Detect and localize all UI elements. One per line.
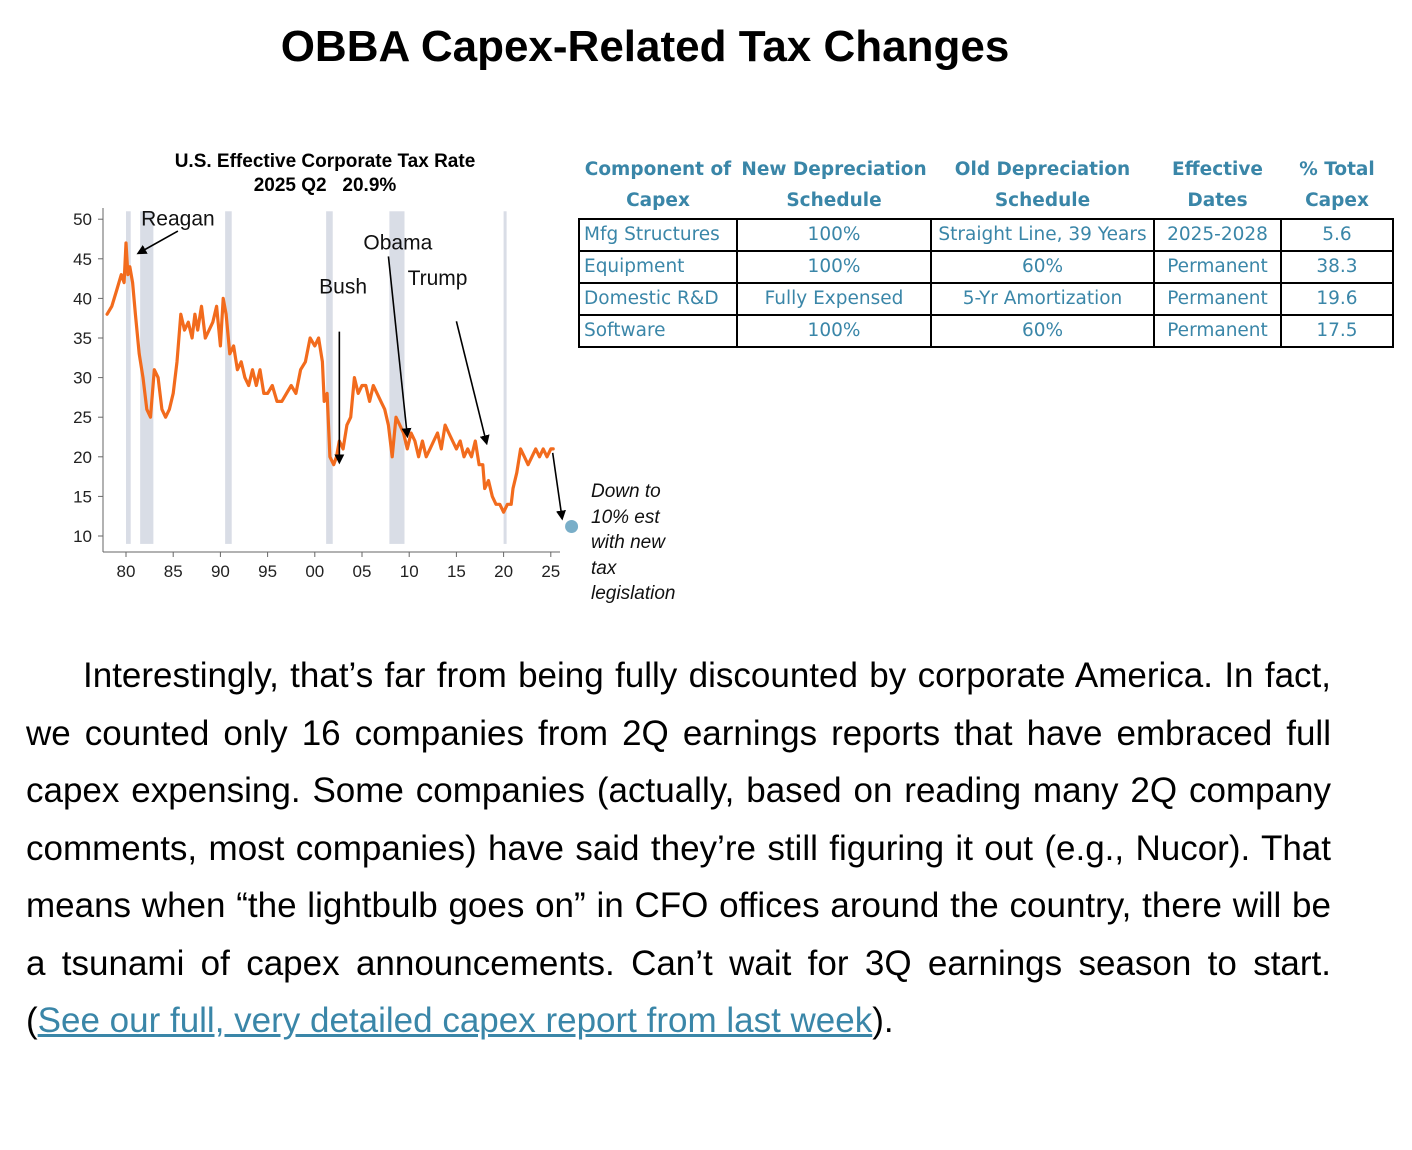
table-header-row: Component of Capex New Depreciation Schedu… <box>579 152 1393 219</box>
table-row: Mfg Structures 100% Straight Line, 39 Ye… <box>578 218 1394 252</box>
annotation-label-reagan: Reagan <box>141 208 215 231</box>
chart-title: U.S. Effective Corporate Tax Rate <box>175 151 476 172</box>
note-line-2: 10% est <box>591 507 660 528</box>
note-line-4: tax <box>591 558 618 579</box>
recession-band-3 <box>225 211 232 544</box>
x-tick-label: 25 <box>541 562 560 581</box>
table-cell: Permanent <box>1153 250 1282 284</box>
table-cell: Mfg Structures <box>578 218 738 252</box>
x-tick-label: 80 <box>117 562 136 581</box>
annotation-arrow <box>455 321 490 446</box>
x-tick-label: 15 <box>447 562 466 581</box>
table-cell: 5.6 <box>1280 218 1394 252</box>
table-cell: 60% <box>930 314 1155 348</box>
chart-axes <box>102 208 560 553</box>
tax-changes-table: Component of Capex New Depreciation Schedu… <box>578 152 1394 348</box>
recession-band-5 <box>389 211 405 544</box>
annotation-arrow <box>551 452 566 521</box>
note-line-3: with new <box>591 532 666 553</box>
tax-rate-chart: 10 15 20 25 30 35 40 45 50 80 85 90 95 00 05 10 15 20 25 … <box>73 151 676 604</box>
x-tick-label: 95 <box>258 562 277 581</box>
recession-bands <box>126 211 507 544</box>
table-cell: 5-Yr Amortization <box>930 282 1155 316</box>
table-header-new-schedule: New Depreciation Schedule <box>741 159 927 211</box>
table-row: Equipment 100% 60% Permanent 38.3 <box>578 250 1394 284</box>
table-cell: 100% <box>736 314 932 348</box>
recession-band-2 <box>140 211 154 544</box>
recession-band-1 <box>126 211 131 544</box>
y-tick-label: 40 <box>73 289 92 308</box>
series-line-effective-tax-rate <box>105 241 555 514</box>
y-tick-label: 25 <box>73 408 92 427</box>
table-cell: 38.3 <box>1280 250 1394 284</box>
x-tick-label: 20 <box>494 562 513 581</box>
table-header-effective-dates: Effective Dates <box>1172 159 1263 211</box>
y-tick-label: 45 <box>73 250 92 269</box>
table-cell: Software <box>578 314 738 348</box>
table-cell: Straight Line, 39 Years <box>930 218 1155 252</box>
recession-band-4 <box>326 211 333 544</box>
note-line-1: Down to <box>591 481 661 502</box>
note-line-5: legislation <box>591 583 676 604</box>
y-tick-label: 10 <box>73 527 92 546</box>
table-cell: Equipment <box>578 250 738 284</box>
table-cell: Domestic R&D <box>578 282 738 316</box>
annotations: Reagan Obama Bush Trump <box>136 208 566 521</box>
table-cell: Permanent <box>1153 314 1282 348</box>
estimate-note: Down to 10% est with new tax legislation <box>591 481 676 604</box>
body-text-end: ). <box>872 1001 894 1040</box>
y-tick-label: 20 <box>73 448 92 467</box>
table-cell: 100% <box>736 218 932 252</box>
table-header-old-schedule: Old Depreciation Schedule <box>954 159 1131 211</box>
x-tick-label: 10 <box>400 562 419 581</box>
annotation-label-obama: Obama <box>363 231 432 254</box>
y-tick-label: 15 <box>73 487 92 506</box>
table-cell: 60% <box>930 250 1155 284</box>
table-cell: 19.6 <box>1280 282 1394 316</box>
table-header-total-capex: % Total Capex <box>1299 159 1375 211</box>
table-cell: Fully Expensed <box>736 282 932 316</box>
y-tick-label: 35 <box>73 329 92 348</box>
table-header-component: Component of Capex <box>584 159 732 211</box>
x-tick-label: 85 <box>164 562 183 581</box>
x-tick-label: 05 <box>353 562 372 581</box>
table-cell: 2025-2028 <box>1153 218 1282 252</box>
x-tick-label: 00 <box>305 562 324 581</box>
table-row: Software 100% 60% Permanent 17.5 <box>578 314 1394 348</box>
y-tick-label: 50 <box>73 210 92 229</box>
annotation-label-bush: Bush <box>319 276 367 299</box>
table-cell: 100% <box>736 250 932 284</box>
table-cell: 17.5 <box>1280 314 1394 348</box>
y-axis-ticks: 10 15 20 25 30 35 40 45 50 <box>73 210 103 546</box>
x-axis-ticks: 80 85 90 95 00 05 10 15 20 25 <box>117 552 560 581</box>
annotation-arrow <box>136 230 179 255</box>
table-cell: Permanent <box>1153 282 1282 316</box>
chart-subtitle: 2025 Q2 20.9% <box>254 175 397 196</box>
estimate-point <box>565 519 579 533</box>
recession-band-6 <box>503 211 507 544</box>
annotation-arrow <box>387 256 412 439</box>
page-title: OBBA Capex-Related Tax Changes <box>280 22 1010 71</box>
annotation-label-trump: Trump <box>408 267 468 290</box>
x-tick-label: 90 <box>211 562 230 581</box>
y-tick-label: 30 <box>73 369 92 388</box>
capex-report-link[interactable]: See our full, very detailed capex report… <box>37 1001 873 1040</box>
body-paragraph: Interestingly, that’s far from being ful… <box>26 647 1331 1050</box>
table-row: Domestic R&D Fully Expensed 5-Yr Amortiz… <box>578 282 1394 316</box>
body-text: Interestingly, that’s far from being ful… <box>26 656 1331 1040</box>
